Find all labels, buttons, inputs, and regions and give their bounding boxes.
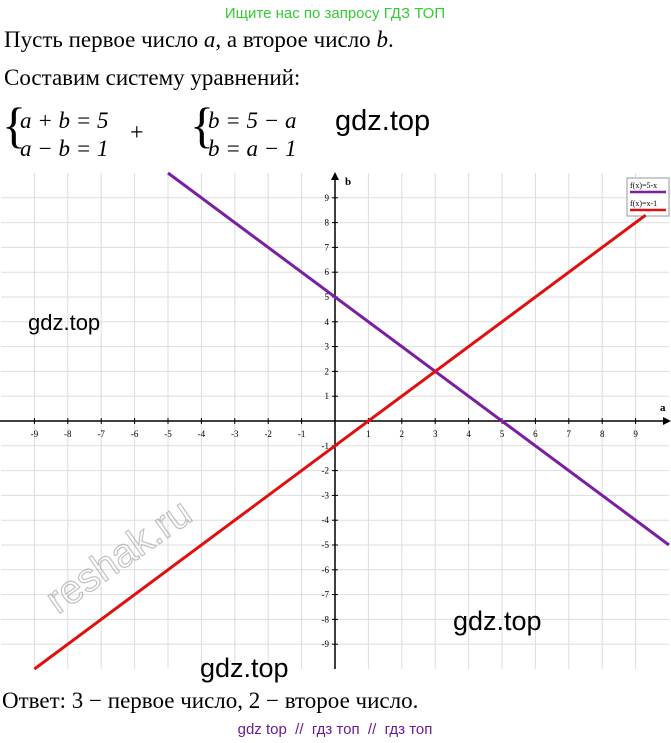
- y-tick-label: 2: [325, 366, 330, 376]
- x-tick-label: -1: [298, 429, 306, 439]
- x-tick-label: 2: [400, 429, 405, 439]
- y-tick-label: -1: [322, 441, 330, 451]
- x-tick-label: -9: [31, 429, 39, 439]
- watermark: reshak.ru: [38, 491, 200, 623]
- y-tick-label: 3: [325, 342, 330, 352]
- x-tick-label: -4: [198, 429, 206, 439]
- equation: a + b = 5: [20, 108, 109, 133]
- axis-label: b: [345, 176, 351, 188]
- line: [33, 213, 647, 671]
- graph: -9 -8 -7 -6 -5 -4 -3 -2 -1 1 2 3 4 5 6 7 8 9 -9 -8 -7 -6 -5 -4 -…: [0, 171, 671, 671]
- x-tick-label: 5: [500, 429, 505, 439]
- x-tick-label: -8: [64, 429, 72, 439]
- arrow: [331, 172, 339, 180]
- y-tick-label: 4: [325, 317, 330, 327]
- var: b: [376, 27, 388, 52]
- x-tick-label: 1: [366, 429, 371, 439]
- x-tick-label: 4: [466, 429, 471, 439]
- var: a: [204, 27, 216, 52]
- equation: a − b = 1: [20, 136, 109, 161]
- y-tick-label: -4: [322, 515, 330, 525]
- equation: b = a − 1: [208, 136, 297, 161]
- x-tick-label: -6: [131, 429, 139, 439]
- y-tick-label: -6: [322, 565, 330, 575]
- y-tick-label: -9: [322, 639, 330, 649]
- brace: {: [2, 97, 26, 153]
- arrow: [663, 417, 671, 425]
- brace: {: [190, 97, 214, 153]
- intro-text: Пусть первое число: [4, 27, 204, 52]
- equation: b = 5 − a: [208, 108, 297, 133]
- intro: Пусть первое число a, а второе число b.: [4, 27, 394, 52]
- legend-label: f(x)=x-1: [630, 199, 657, 208]
- y-tick-label: 7: [325, 242, 330, 252]
- watermark: gdz.top: [453, 606, 542, 636]
- x-tick-label: 3: [433, 429, 438, 439]
- footer: gdz top // гдз топ // гдз топ: [238, 721, 433, 738]
- y-tick-label: -2: [322, 466, 330, 476]
- sign: +: [130, 120, 144, 146]
- x-tick-label: 6: [533, 429, 538, 439]
- answer: Ответ: 3 − первое число, 2 − второе числ…: [2, 688, 418, 713]
- y-tick-label: 5: [325, 292, 330, 302]
- x-tick-label: -7: [97, 429, 105, 439]
- x-tick-label: -5: [164, 429, 172, 439]
- watermark: gdz.top: [335, 105, 430, 137]
- watermark: gdz.top: [28, 310, 100, 335]
- line: [167, 171, 670, 547]
- watermark: gdz.top: [200, 653, 289, 683]
- y-tick-label: -8: [322, 614, 330, 624]
- intro-text: , а второе число: [215, 27, 376, 52]
- y-tick-label: 6: [325, 267, 330, 277]
- x-tick-label: 7: [567, 429, 572, 439]
- axis-label: a: [660, 402, 666, 414]
- y-tick-label: -3: [322, 490, 330, 500]
- y-tick-label: -5: [322, 540, 330, 550]
- legend-label: f(x)=5-x: [630, 181, 657, 190]
- y-tick-label: 8: [325, 218, 330, 228]
- system-title: Составим систему уравнений:: [4, 65, 300, 90]
- x-tick-label: 8: [600, 429, 605, 439]
- y-tick-label: -7: [322, 590, 330, 600]
- top-watermark: Ищите нас по запросу ГДЗ ТОП: [225, 5, 445, 22]
- intro-text: .: [388, 27, 394, 52]
- x-tick-label: 9: [633, 429, 638, 439]
- y-tick-label: 9: [325, 193, 330, 203]
- x-tick-label: -2: [264, 429, 272, 439]
- y-tick-label: 1: [325, 391, 330, 401]
- x-tick-label: -3: [231, 429, 239, 439]
